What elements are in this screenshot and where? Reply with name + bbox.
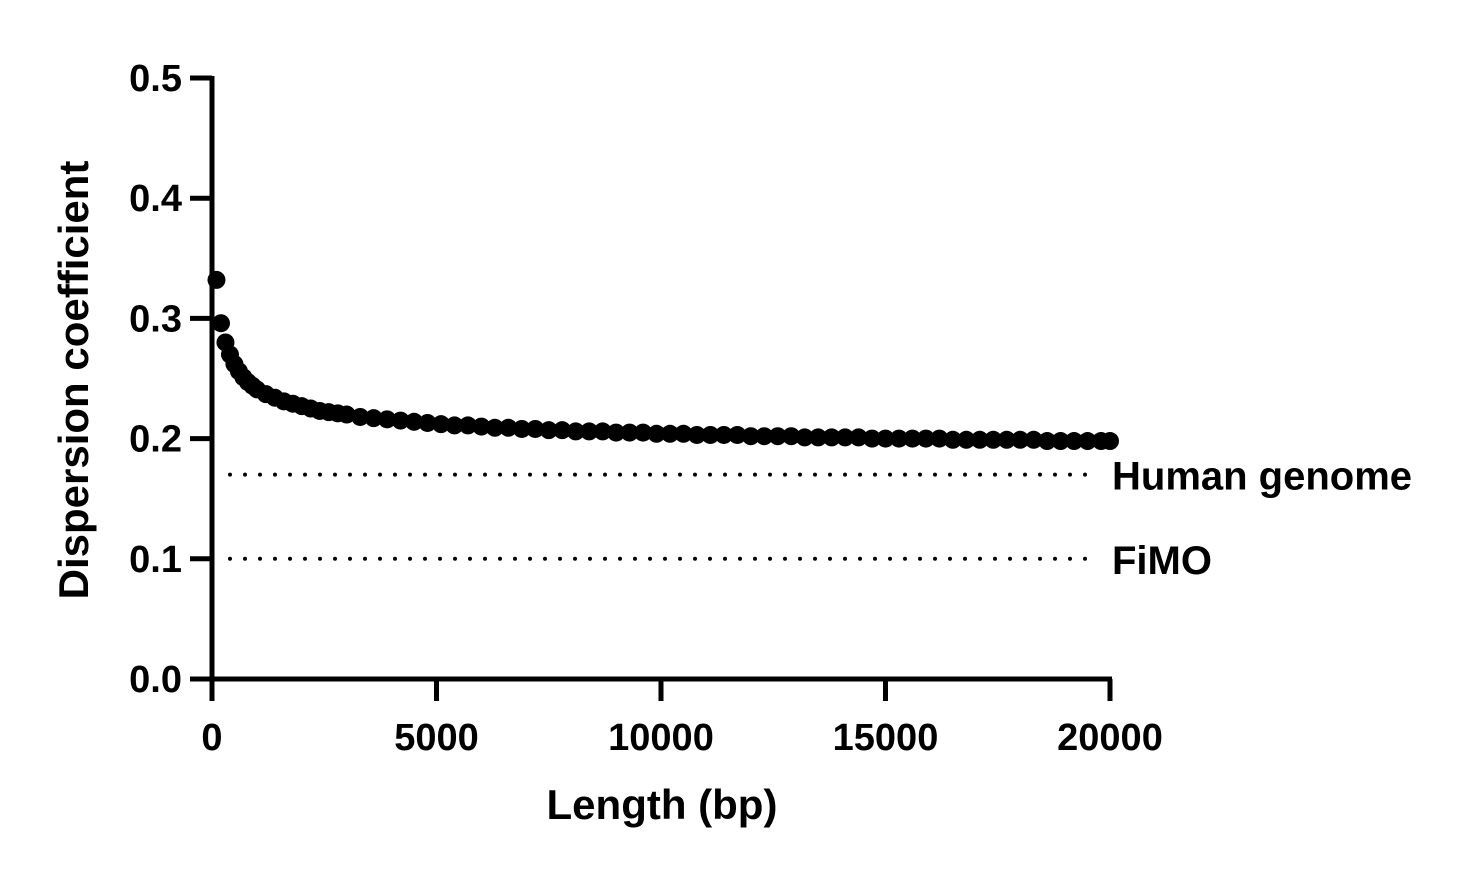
- x-tick-label: 5000: [394, 717, 479, 759]
- data-point: [863, 429, 882, 448]
- data-point: [620, 423, 639, 442]
- data-point: [553, 421, 572, 440]
- data-point: [741, 427, 760, 446]
- data-point: [580, 422, 599, 441]
- data-point: [822, 428, 841, 447]
- axes: [209, 76, 1112, 682]
- data-point: [943, 430, 962, 449]
- data-point: [378, 410, 397, 429]
- x-axis-title: Length (bp): [547, 781, 778, 828]
- y-tick-label: 0.4: [129, 178, 182, 220]
- data-points: [207, 270, 1119, 451]
- data-point: [337, 405, 356, 424]
- data-point: [755, 427, 774, 446]
- data-point: [782, 427, 801, 446]
- x-tick-label: 10000: [608, 717, 714, 759]
- data-point: [351, 407, 370, 426]
- data-point: [647, 424, 666, 443]
- data-point: [687, 425, 706, 444]
- data-point: [836, 428, 855, 447]
- data-point: [418, 413, 437, 432]
- data-point: [431, 415, 450, 434]
- x-tick-label: 15000: [833, 717, 939, 759]
- x-tick-label: 20000: [1057, 717, 1163, 759]
- data-point: [512, 419, 531, 438]
- y-axis-title: Dispersion coefficient: [50, 161, 97, 600]
- data-point: [445, 416, 464, 435]
- data-point: [405, 412, 424, 431]
- data-point: [526, 419, 545, 438]
- data-point: [1051, 432, 1070, 451]
- y-tick-label: 0.0: [129, 659, 182, 701]
- data-point: [364, 409, 383, 428]
- data-point: [930, 429, 949, 448]
- data-point: [391, 411, 410, 430]
- data-point: [984, 430, 1003, 449]
- data-point: [458, 416, 477, 435]
- data-point: [889, 429, 908, 448]
- data-point: [997, 430, 1016, 449]
- y-tick-label: 0.3: [129, 298, 182, 340]
- data-point: [472, 417, 491, 436]
- y-tick-label: 0.2: [129, 419, 182, 461]
- data-point: [1065, 432, 1084, 451]
- reference-line-label: Human genome: [1112, 455, 1412, 499]
- data-point: [903, 429, 922, 448]
- data-point: [1011, 430, 1030, 449]
- data-point: [916, 429, 935, 448]
- data-point: [876, 429, 895, 448]
- data-point: [539, 421, 558, 440]
- data-point: [768, 427, 787, 446]
- data-point: [701, 425, 720, 444]
- data-point: [1038, 432, 1057, 451]
- reference-lines: Human genome FiMO: [228, 455, 1412, 583]
- data-point: [499, 418, 518, 437]
- data-point: [1101, 432, 1119, 451]
- data-point: [795, 428, 814, 447]
- data-point: [728, 425, 747, 444]
- data-point: [674, 424, 693, 443]
- reference-line-label: FiMO: [1112, 539, 1212, 583]
- data-point: [809, 428, 828, 447]
- data-point: [714, 425, 733, 444]
- data-point: [211, 314, 230, 333]
- data-point: [634, 423, 653, 442]
- data-point: [1078, 432, 1097, 451]
- data-point: [970, 430, 989, 449]
- data-point: [660, 424, 679, 443]
- data-point: [607, 423, 626, 442]
- data-point: [485, 418, 504, 437]
- y-tick-label: 0.5: [129, 58, 182, 100]
- data-point: [957, 430, 976, 449]
- x-tick-label: 0: [201, 717, 222, 759]
- y-tick-label: 0.1: [129, 539, 182, 581]
- data-point: [593, 422, 612, 441]
- ticks: 0.0 0.1 0.2 0.3 0.4 0.5 0 5000 10000 15000 20000: [129, 58, 1163, 759]
- data-point: [849, 428, 868, 447]
- data-point: [566, 422, 585, 441]
- data-point: [1024, 430, 1043, 449]
